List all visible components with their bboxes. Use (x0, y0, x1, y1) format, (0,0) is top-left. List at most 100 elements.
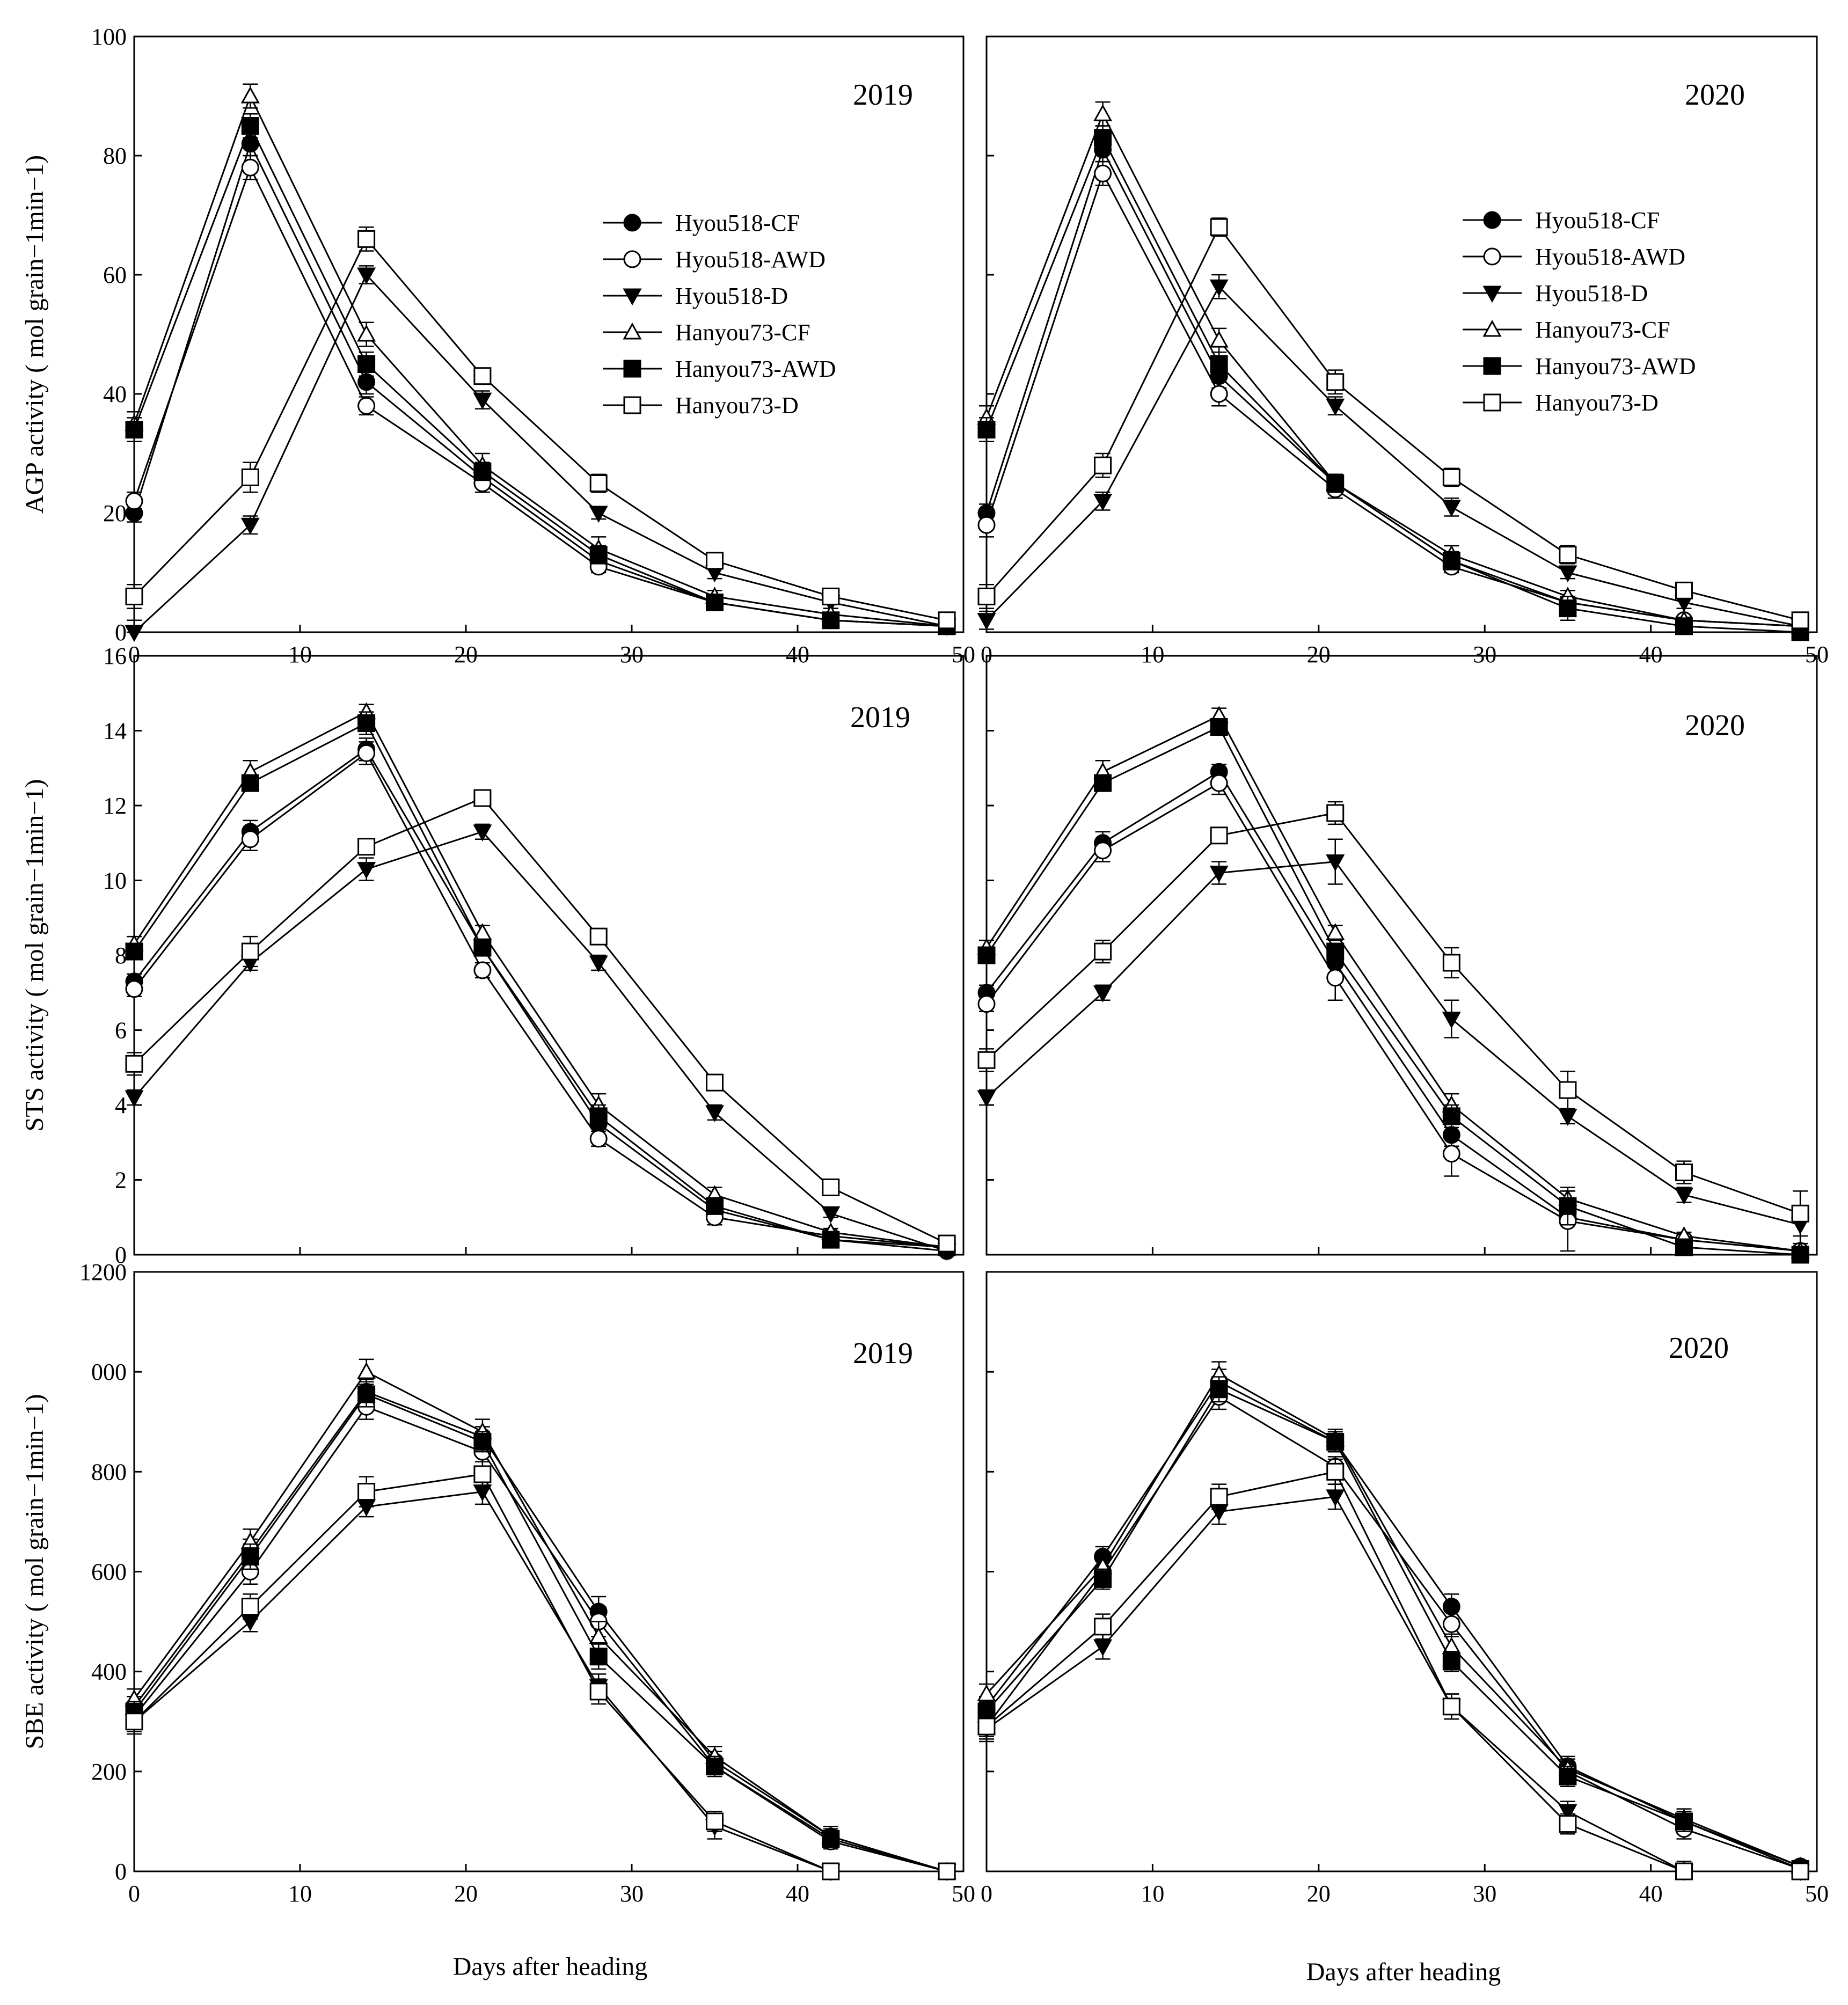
data-point (125, 421, 143, 439)
data-point (977, 613, 996, 630)
data-point (706, 594, 724, 611)
data-point (125, 942, 143, 961)
series-line (985, 147, 1801, 627)
data-point (706, 1812, 724, 1831)
data-point (706, 1197, 724, 1215)
y-axis-title: SBE activity ( mol grain−1min−1) (20, 1394, 49, 1749)
data-point (473, 1465, 492, 1483)
data-point (822, 611, 840, 630)
data-point (473, 961, 492, 979)
data-point (1442, 1615, 1460, 1633)
series-line (985, 782, 1801, 1252)
x-tick-label: 40 (1639, 1880, 1663, 1907)
series-line (985, 171, 1801, 627)
data-point (357, 230, 376, 248)
series-line (985, 1380, 1801, 1868)
data-point (357, 267, 376, 285)
series-hanyou73-d (125, 226, 956, 630)
x-tick-label: 20 (1307, 1880, 1331, 1907)
y-tick-label: 8 (115, 942, 127, 969)
series-line (133, 711, 947, 1248)
y-tick-label: 80 (103, 143, 127, 169)
data-point (1675, 617, 1693, 635)
data-point (125, 1055, 143, 1073)
series-line (985, 285, 1801, 627)
data-point (822, 1178, 840, 1196)
legend-marker (623, 250, 641, 268)
data-point (241, 774, 259, 792)
y-tick-label: 60 (103, 262, 127, 288)
panel-agp-2020: 0 10 20 30 40 502020Hyou518-CFHyou518-AWDHyou… (977, 35, 1829, 668)
data-point (1210, 826, 1228, 845)
data-point (706, 1758, 724, 1776)
series-hanyou73-awd (977, 125, 1809, 641)
data-point (1209, 331, 1229, 348)
data-point (473, 789, 492, 807)
legend-marker (1483, 211, 1501, 229)
data-point (1558, 1109, 1577, 1126)
data-point (822, 1862, 840, 1880)
data-point (589, 1682, 608, 1701)
data-point (1558, 1804, 1577, 1821)
data-point (241, 942, 259, 961)
data-point (1209, 279, 1229, 297)
data-point (240, 86, 260, 104)
series-hanyou73-d (977, 801, 1809, 1237)
series-hyou518-awd (125, 1393, 956, 1880)
legend-marker (1483, 247, 1501, 266)
x-tick-label: 0 (128, 641, 140, 668)
data-point (1326, 474, 1345, 492)
data-point (589, 1627, 608, 1644)
data-point (1442, 1012, 1461, 1029)
y-tick-label: 2 (115, 1167, 127, 1194)
y-tick-label: 0 (115, 1242, 127, 1268)
series-hanyou73-awd (125, 113, 956, 635)
data-point (1094, 456, 1112, 474)
series-line (985, 861, 1801, 1226)
data-point (977, 995, 996, 1013)
legend-label: Hanyou73-CF (1535, 317, 1670, 343)
data-point (241, 1598, 259, 1616)
panel-sts-2020: 2020 (977, 655, 1818, 1264)
data-point (1094, 129, 1112, 147)
data-point (1094, 1618, 1112, 1636)
data-point (977, 1051, 996, 1069)
legend-item-hanyou73-d: Hanyou73-D (1463, 390, 1659, 416)
data-point (357, 355, 376, 373)
series-line (133, 1406, 947, 1872)
data-point (938, 611, 956, 630)
data-point (977, 1090, 996, 1108)
y-tick-label: 1200 (79, 1259, 127, 1285)
data-point (1559, 1815, 1577, 1833)
series-line (985, 1373, 1801, 1868)
data-point (977, 1717, 996, 1736)
data-point (1094, 841, 1112, 860)
data-point (241, 468, 259, 486)
data-point (1326, 804, 1345, 822)
year-label: 2020 (1669, 1331, 1729, 1365)
data-point (357, 1483, 376, 1501)
data-point (589, 506, 608, 523)
series-line (985, 812, 1801, 1214)
y-tick-label: 6 (115, 1018, 127, 1044)
data-point (1326, 1432, 1345, 1451)
legend-item-hyou518-cf: Hyou518-CF (1463, 207, 1660, 233)
data-point (1093, 494, 1113, 511)
x-tick-label: 40 (786, 641, 809, 668)
data-point (1210, 355, 1228, 373)
data-point (1326, 942, 1345, 961)
data-point (1442, 1145, 1460, 1163)
data-point (241, 1548, 259, 1566)
legend-marker (623, 214, 641, 232)
data-point (1094, 942, 1112, 961)
y-tick-label: 0 (115, 1858, 127, 1885)
series-line (986, 1470, 1801, 1872)
series-hanyou73-d (125, 789, 956, 1253)
data-point (357, 862, 376, 879)
data-point (977, 421, 996, 439)
data-point (1559, 546, 1577, 564)
data-point (357, 397, 376, 415)
data-point (357, 838, 376, 856)
data-point (1675, 1862, 1693, 1880)
